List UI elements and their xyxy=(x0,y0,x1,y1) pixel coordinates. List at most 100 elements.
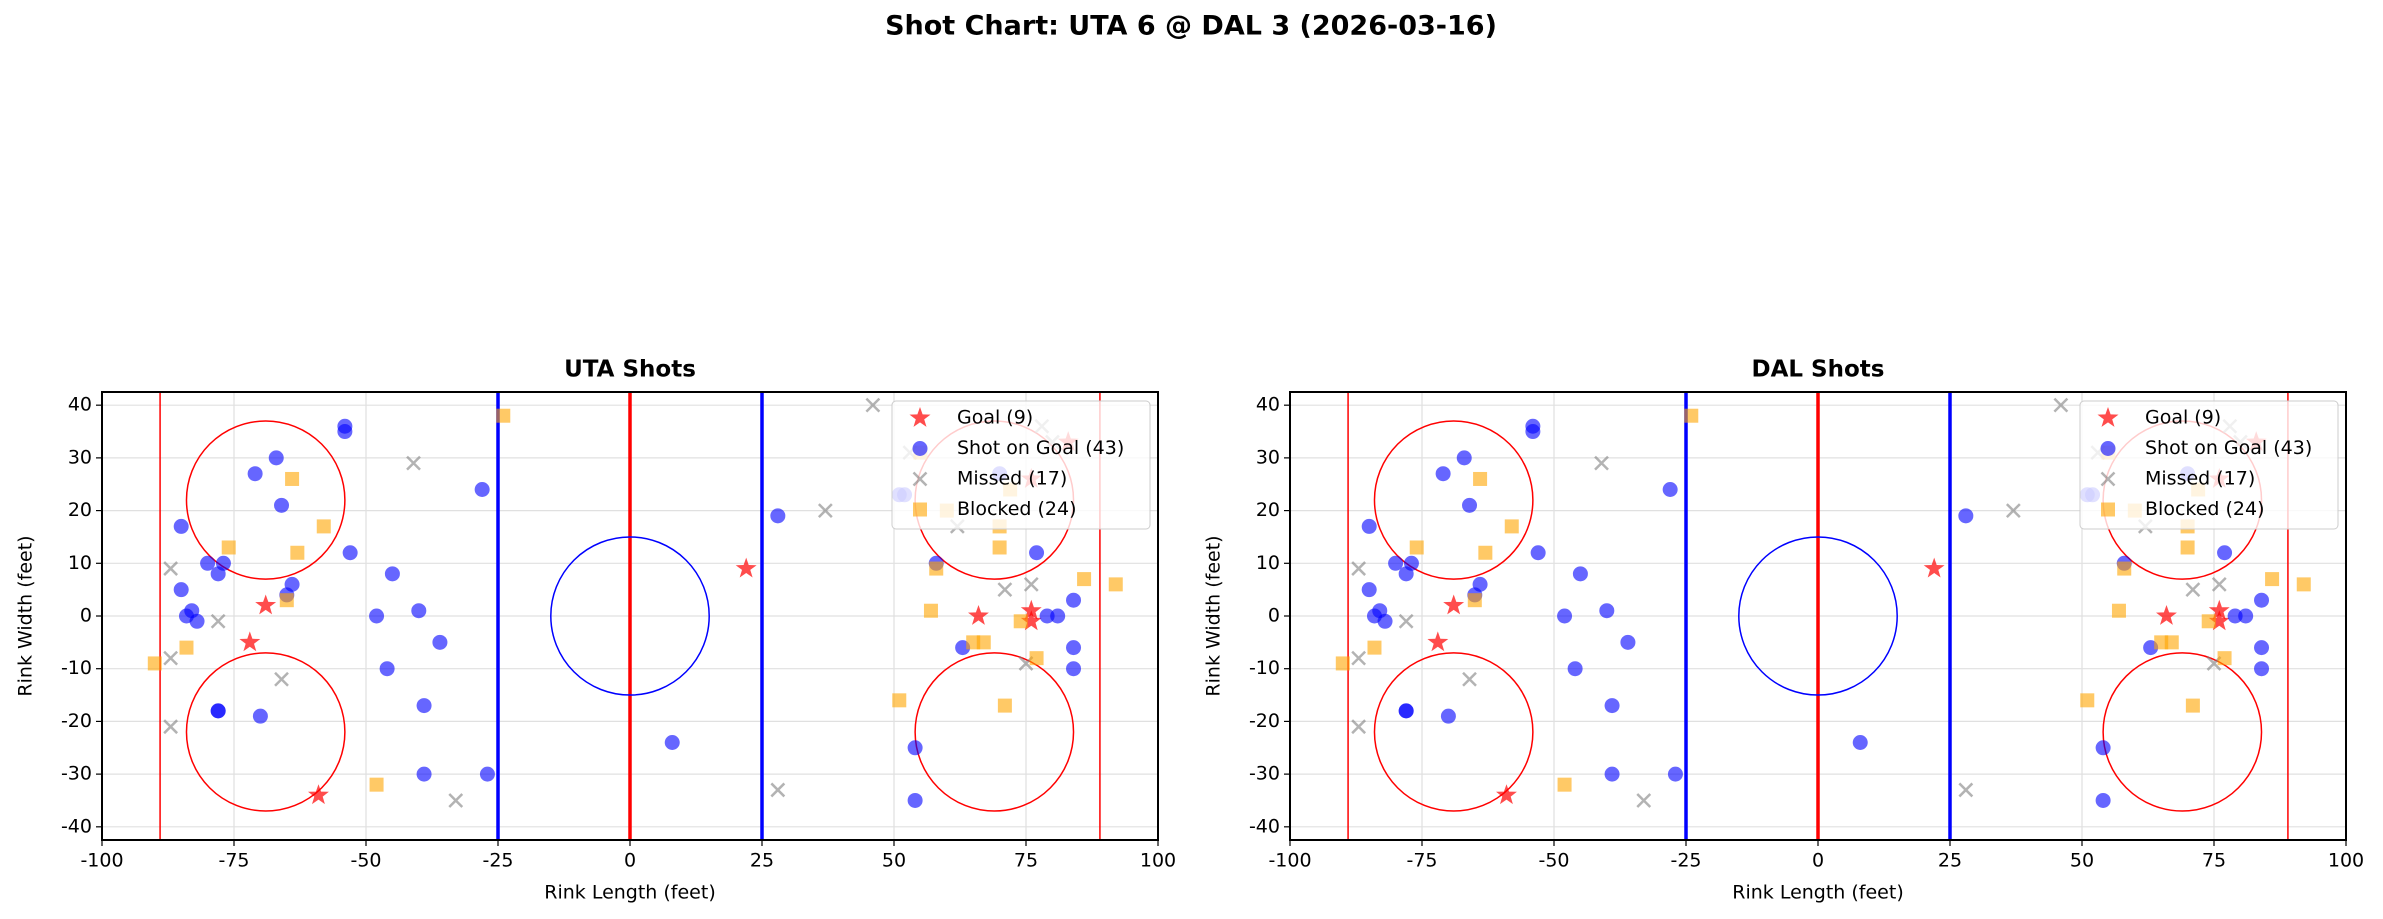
blocked-marker xyxy=(1013,614,1028,629)
shot-marker xyxy=(1050,608,1066,624)
goal-marker xyxy=(968,605,989,625)
shot-marker xyxy=(1567,661,1583,677)
legend-label: Missed (17) xyxy=(957,468,1067,490)
blocked-marker xyxy=(1684,408,1699,423)
shot-marker xyxy=(770,508,786,524)
shot-marker xyxy=(200,555,216,571)
blocked-marker xyxy=(221,540,236,555)
axes-frame xyxy=(101,391,1159,841)
x-tick-label: -100 xyxy=(80,850,123,872)
blocked-marker xyxy=(1478,545,1493,560)
legend-marker xyxy=(913,502,927,517)
shot-marker xyxy=(337,424,353,440)
shot-marker xyxy=(384,566,400,582)
blocked-marker xyxy=(976,635,991,650)
x-tick-label: 100 xyxy=(1140,850,1176,872)
y-tick-label: 0 xyxy=(1268,605,1280,627)
y-tick-label: -20 xyxy=(61,710,92,732)
y-axis-label: Rink Width (feet) xyxy=(1203,535,1225,696)
x-tick-label: 0 xyxy=(624,850,636,872)
shot-marker xyxy=(173,518,189,534)
x-tick-label: -75 xyxy=(218,850,249,872)
shot-marker xyxy=(474,482,490,498)
blocked-marker xyxy=(1557,777,1572,792)
missed-marker xyxy=(1023,576,1039,592)
shot-marker xyxy=(1377,613,1393,629)
blocked-marker xyxy=(1077,572,1092,587)
x-tick-label: -75 xyxy=(1406,850,1437,872)
shot-marker xyxy=(342,545,358,561)
goal-marker xyxy=(255,594,277,615)
shot-marker xyxy=(210,703,226,719)
shot-marker xyxy=(1029,545,1045,561)
missed-marker xyxy=(817,503,833,518)
x-tick-label: -50 xyxy=(350,850,381,872)
figure-title: Shot Chart: UTA 6 @ DAL 3 (2026-03-16) xyxy=(885,11,1497,42)
x-tick-label: 25 xyxy=(750,850,774,872)
shot-marker xyxy=(1440,708,1456,724)
axes-frame xyxy=(1289,391,2347,841)
missed-marker xyxy=(2053,397,2069,413)
y-tick-label: 40 xyxy=(1256,394,1280,416)
legend-box xyxy=(891,400,1151,530)
shot-marker xyxy=(1557,608,1573,624)
faceoff-circle xyxy=(2102,652,2263,812)
legend-marker xyxy=(2100,471,2116,487)
shot-marker xyxy=(432,634,448,650)
missed-marker xyxy=(1594,455,1609,471)
shot-marker xyxy=(907,792,923,808)
y-tick-label: -10 xyxy=(1249,657,1280,679)
missed-marker xyxy=(163,719,179,735)
missed-marker xyxy=(997,582,1013,598)
shot-marker xyxy=(1388,555,1404,571)
y-tick-label: 20 xyxy=(1256,499,1280,521)
shot-marker xyxy=(173,582,189,598)
shot-marker xyxy=(268,450,284,466)
y-tick-label: -40 xyxy=(1249,815,1280,837)
blocked-marker xyxy=(1335,656,1350,671)
goal-marker xyxy=(1020,610,1042,631)
blocked-marker xyxy=(992,540,1007,555)
shot-marker xyxy=(2095,792,2111,808)
blocked-marker xyxy=(966,635,981,650)
shot-marker xyxy=(1662,482,1678,498)
goal-marker xyxy=(239,631,261,652)
blocked-marker xyxy=(1108,577,1123,592)
y-tick-label: -30 xyxy=(61,763,92,785)
shot-marker xyxy=(1525,424,1541,440)
missed-marker xyxy=(1398,613,1414,629)
missed-marker xyxy=(2005,503,2021,518)
blocked-marker xyxy=(2117,561,2132,576)
faceoff-circle xyxy=(914,652,1075,812)
y-tick-label: 30 xyxy=(68,446,92,468)
blocked-marker xyxy=(369,777,384,792)
legend-marker xyxy=(912,441,928,456)
shot-marker xyxy=(1456,450,1472,466)
shot-marker xyxy=(252,708,268,724)
x-tick-label: 75 xyxy=(2202,850,2226,872)
missed-marker xyxy=(1636,793,1652,808)
x-tick-label: 50 xyxy=(882,850,906,872)
y-tick-label: -20 xyxy=(1249,710,1280,732)
legend-label: Missed (17) xyxy=(2145,468,2255,490)
blocked-marker xyxy=(1029,651,1044,666)
legend-label: Goal (9) xyxy=(2145,407,2221,429)
faceoff-circle xyxy=(1373,652,1534,812)
blocked-marker xyxy=(147,656,162,671)
shot-marker xyxy=(1398,703,1414,719)
goal-marker xyxy=(735,557,757,578)
goal-marker xyxy=(2156,605,2177,625)
goal-marker xyxy=(1427,631,1449,652)
shot-marker xyxy=(1852,734,1868,750)
blocked-marker xyxy=(892,693,907,708)
subplot-title: DAL Shots xyxy=(1752,357,1885,383)
blocked-marker xyxy=(2296,577,2311,592)
missed-marker xyxy=(210,613,226,629)
legend-label: Shot on Goal (43) xyxy=(957,437,1124,459)
blocked-marker xyxy=(1473,471,1488,486)
legend-label: Goal (9) xyxy=(957,407,1033,429)
shot-marker xyxy=(369,608,385,624)
shot-marker xyxy=(1066,661,1082,677)
shot-marker xyxy=(2227,608,2243,624)
shot-marker xyxy=(2254,661,2270,677)
